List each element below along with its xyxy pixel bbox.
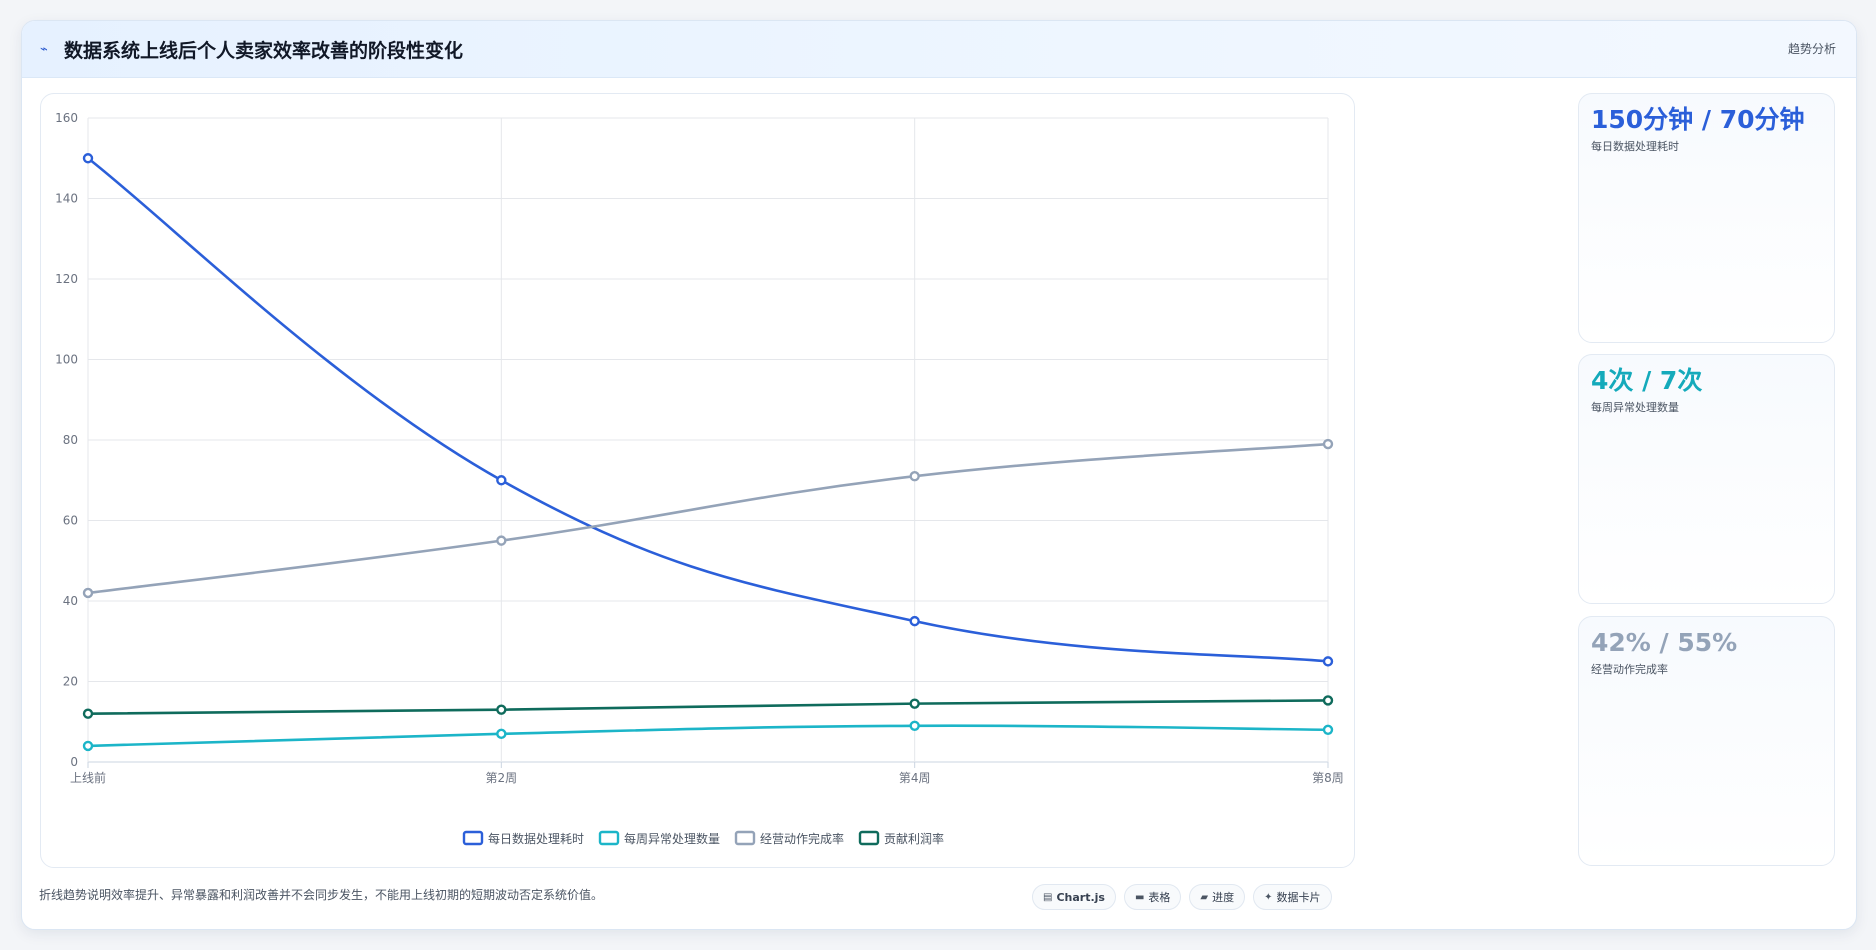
- legend-label: 每日数据处理耗时: [488, 831, 584, 846]
- data-point: [82, 740, 94, 752]
- page-title: 数据系统上线后个人卖家效率改善的阶段性变化: [64, 39, 464, 62]
- table-icon: ▬: [1134, 891, 1145, 903]
- chip-label: 进度: [1212, 891, 1235, 904]
- data-point: [1322, 724, 1334, 735]
- stat-label: 每日数据处理耗时: [1591, 140, 1679, 153]
- chip-label: 数据卡片: [1276, 891, 1321, 904]
- trend-line-icon: ⌁: [40, 41, 48, 57]
- data-point: [496, 535, 507, 546]
- y-tick-label: 160: [55, 111, 78, 125]
- footer-note: 折线趋势说明效率提升、异常暴露和利润改善并不会同步发生，不能用上线初期的短期波动…: [39, 888, 604, 902]
- y-tick-label: 40: [63, 594, 78, 608]
- main-card: ⌁ 数据系统上线后个人卖家效率改善的阶段性变化 趋势分析 0 20 40 60 80 10…: [21, 20, 1857, 930]
- x-tick-label: 第8周: [1312, 771, 1344, 785]
- legend-label: 经营动作完成率: [760, 831, 844, 846]
- y-tick-label: 80: [63, 433, 78, 447]
- x-tick-label: 第2周: [486, 771, 518, 785]
- stat-card-processing-time: 150分钟 / 70分钟 每日数据处理耗时: [1578, 93, 1835, 343]
- card-header: ⌁ 数据系统上线后个人卖家效率改善的阶段性变化 趋势分析: [22, 21, 1856, 78]
- line-chart: 0 20 40 60 80 100 120 140 160 上线前 第2周 第4周 第8周每日数据处理耗…: [55, 111, 1344, 846]
- stat-label: 经营动作完成率: [1591, 663, 1668, 676]
- data-point: [82, 153, 94, 164]
- legend-swatch: [734, 830, 756, 846]
- chip-progress[interactable]: ▰ 进度: [1189, 884, 1246, 910]
- y-tick-label: 100: [55, 353, 78, 367]
- y-tick-label: 140: [55, 192, 78, 206]
- stat-label: 每周异常处理数量: [1591, 401, 1679, 414]
- x-tick-label: 上线前: [70, 770, 106, 785]
- chip-label: Chart.js: [1056, 890, 1105, 904]
- stat-value: 150分钟 / 70分钟: [1591, 105, 1805, 134]
- data-point: [909, 698, 920, 709]
- data-point: [82, 708, 94, 719]
- series-line-1: [87, 724, 1329, 748]
- line-chart-panel: 0 20 40 60 80 100 120 140 160 上线前 第2周 第4周 第8周每日数据处理耗…: [40, 93, 1355, 868]
- data-point: [496, 704, 507, 715]
- y-tick-label: 120: [55, 272, 78, 286]
- chip-table[interactable]: ▬ 表格: [1123, 884, 1182, 910]
- legend-label: 每周异常处理数量: [624, 831, 720, 846]
- data-point: [496, 475, 507, 486]
- legend-swatch: [462, 830, 484, 846]
- legend-swatch: [858, 830, 880, 846]
- y-tick-label: 0: [70, 755, 78, 769]
- data-point: [909, 615, 920, 627]
- sparkle-icon: ✦: [1264, 891, 1273, 903]
- stat-value: 42% / 55%: [1591, 628, 1738, 657]
- stat-value: 4次 / 7次: [1591, 366, 1703, 395]
- chip-chartjs[interactable]: ▤ Chart.js: [1032, 884, 1116, 910]
- legend-label: 贡献利润率: [884, 831, 944, 846]
- chip-group: ▤ Chart.js ▬ 表格 ▰ 进度 ✦ 数据卡片: [1032, 884, 1332, 910]
- data-point: [496, 728, 507, 740]
- series-line-2: [87, 442, 1329, 595]
- series-line-3: [87, 699, 1329, 715]
- chart-icon: ▤: [1043, 891, 1053, 903]
- series-line-0: [87, 157, 1329, 663]
- x-tick-label: 第4周: [899, 771, 931, 785]
- data-point: [82, 587, 94, 599]
- stat-card-completion-rate: 42% / 55% 经营动作完成率: [1578, 616, 1835, 866]
- progress-icon: ▰: [1200, 891, 1209, 903]
- y-tick-label: 60: [63, 514, 78, 528]
- legend-swatch: [598, 830, 620, 846]
- y-tick-label: 20: [63, 675, 78, 689]
- data-point: [1322, 438, 1334, 450]
- stat-card-anomaly-count: 4次 / 7次 每周异常处理数量: [1578, 354, 1835, 604]
- data-point: [1322, 656, 1334, 667]
- data-point: [909, 471, 920, 482]
- chip-label: 表格: [1148, 891, 1171, 904]
- header-tag: 趋势分析: [1787, 42, 1836, 56]
- data-point: [909, 720, 920, 731]
- data-point: [1322, 695, 1334, 706]
- chip-data-card[interactable]: ✦ 数据卡片: [1253, 884, 1332, 910]
